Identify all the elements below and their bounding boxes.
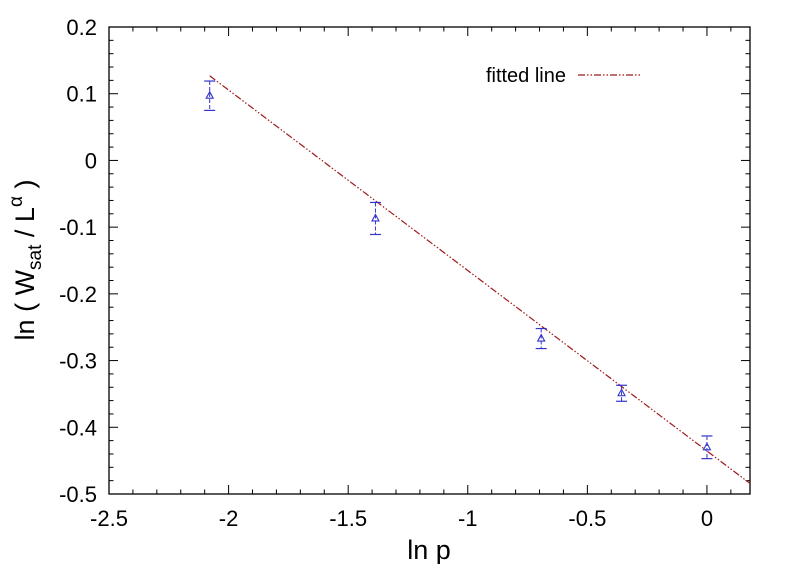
y-tick-label: -0.3	[59, 349, 97, 374]
point-marker	[702, 442, 712, 451]
y-axis-title-sub: sat	[25, 244, 46, 270]
y-tick-label: 0	[85, 148, 97, 173]
x-tick-label: -1	[458, 506, 478, 531]
point-marker	[205, 90, 215, 99]
y-axis-title-prefix: ln ( W	[10, 269, 40, 340]
data-points-group	[204, 80, 713, 460]
point-marker	[371, 213, 380, 222]
x-tick-label: -2.5	[90, 506, 128, 531]
y-axis-title-middle: / L	[10, 207, 40, 245]
y-axis-title-sup: α	[6, 196, 27, 207]
fit-line-group	[209, 75, 751, 484]
legend: fitted line	[486, 65, 640, 87]
fitted-line	[209, 75, 751, 484]
axis-tick-labels: -2.5 -2 -1.5 -1 -0.5 0 -0.5 -0.4 -0.3 -0.2 -0.1 0 0.…	[59, 15, 713, 531]
axis-ticks	[108, 26, 750, 495]
y-tick-label: -0.4	[59, 415, 97, 440]
y-tick-label: -0.2	[59, 282, 97, 307]
data-point	[204, 80, 216, 111]
x-tick-label: -2	[219, 506, 239, 531]
point-marker	[536, 333, 546, 342]
data-point	[616, 384, 628, 402]
data-point	[535, 327, 547, 350]
data-point	[369, 201, 381, 236]
plot-frame	[108, 26, 751, 495]
y-axis-title-suffix: )	[10, 180, 40, 197]
y-tick-label: 0.1	[66, 82, 97, 107]
x-tick-label: -1.5	[329, 506, 367, 531]
y-tick-label: 0.2	[66, 15, 97, 40]
y-axis-title: ln ( Wsat / Lα )	[6, 180, 46, 341]
x-axis-title: ln p	[407, 535, 451, 564]
y-tick-label: -0.1	[59, 215, 97, 240]
point-marker	[617, 388, 626, 397]
data-point	[701, 435, 713, 460]
y-tick-label: -0.5	[59, 482, 97, 507]
x-tick-label: 0	[701, 506, 713, 531]
x-tick-label: -0.5	[568, 506, 606, 531]
legend-label: fitted line	[486, 65, 566, 87]
